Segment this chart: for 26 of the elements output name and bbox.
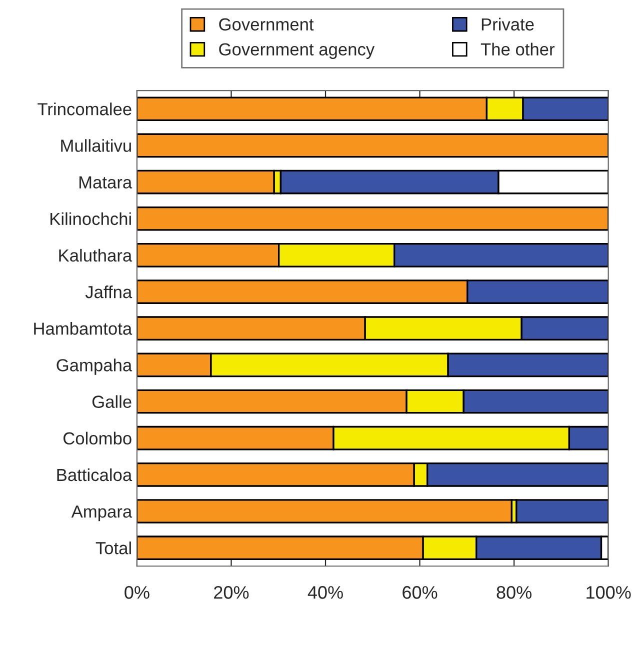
y-tick-label: Ampara (71, 506, 132, 522)
bar (136, 499, 513, 524)
x-tick-label: 0% (124, 586, 150, 599)
y-tick-label: Total (96, 542, 131, 554)
y-tick-label: Batticaloa (57, 468, 132, 482)
legend-label: Government (219, 18, 314, 31)
x-tick-label: 40% (308, 586, 343, 599)
legend-label: The other (480, 42, 555, 56)
x-tick-label: 80% (496, 586, 532, 599)
y-tick-label: Mullaitivu (61, 139, 131, 152)
y-tick-label: Hambamtota (34, 322, 132, 335)
y-tick-label: Colombo (64, 432, 132, 445)
x-tick-label: 20% (214, 586, 249, 599)
bar (136, 133, 608, 158)
y-tick-label: Jaffna (85, 286, 132, 298)
y-tick-label: Trincomalee (38, 102, 132, 116)
x-tick-label: 100% (586, 586, 631, 599)
legend-label: Private (482, 18, 534, 31)
y-tick-label: Kaluthara (59, 248, 132, 262)
y-tick-label: Matara (79, 176, 132, 188)
y-tick-label: Galle (92, 395, 132, 408)
y-tick-label: Kilinochchi (50, 212, 131, 226)
legend-label: Government agency (219, 43, 375, 59)
y-tick-label: Gampaha (56, 358, 132, 375)
bar (136, 206, 608, 231)
x-tick-label: 60% (402, 586, 438, 599)
